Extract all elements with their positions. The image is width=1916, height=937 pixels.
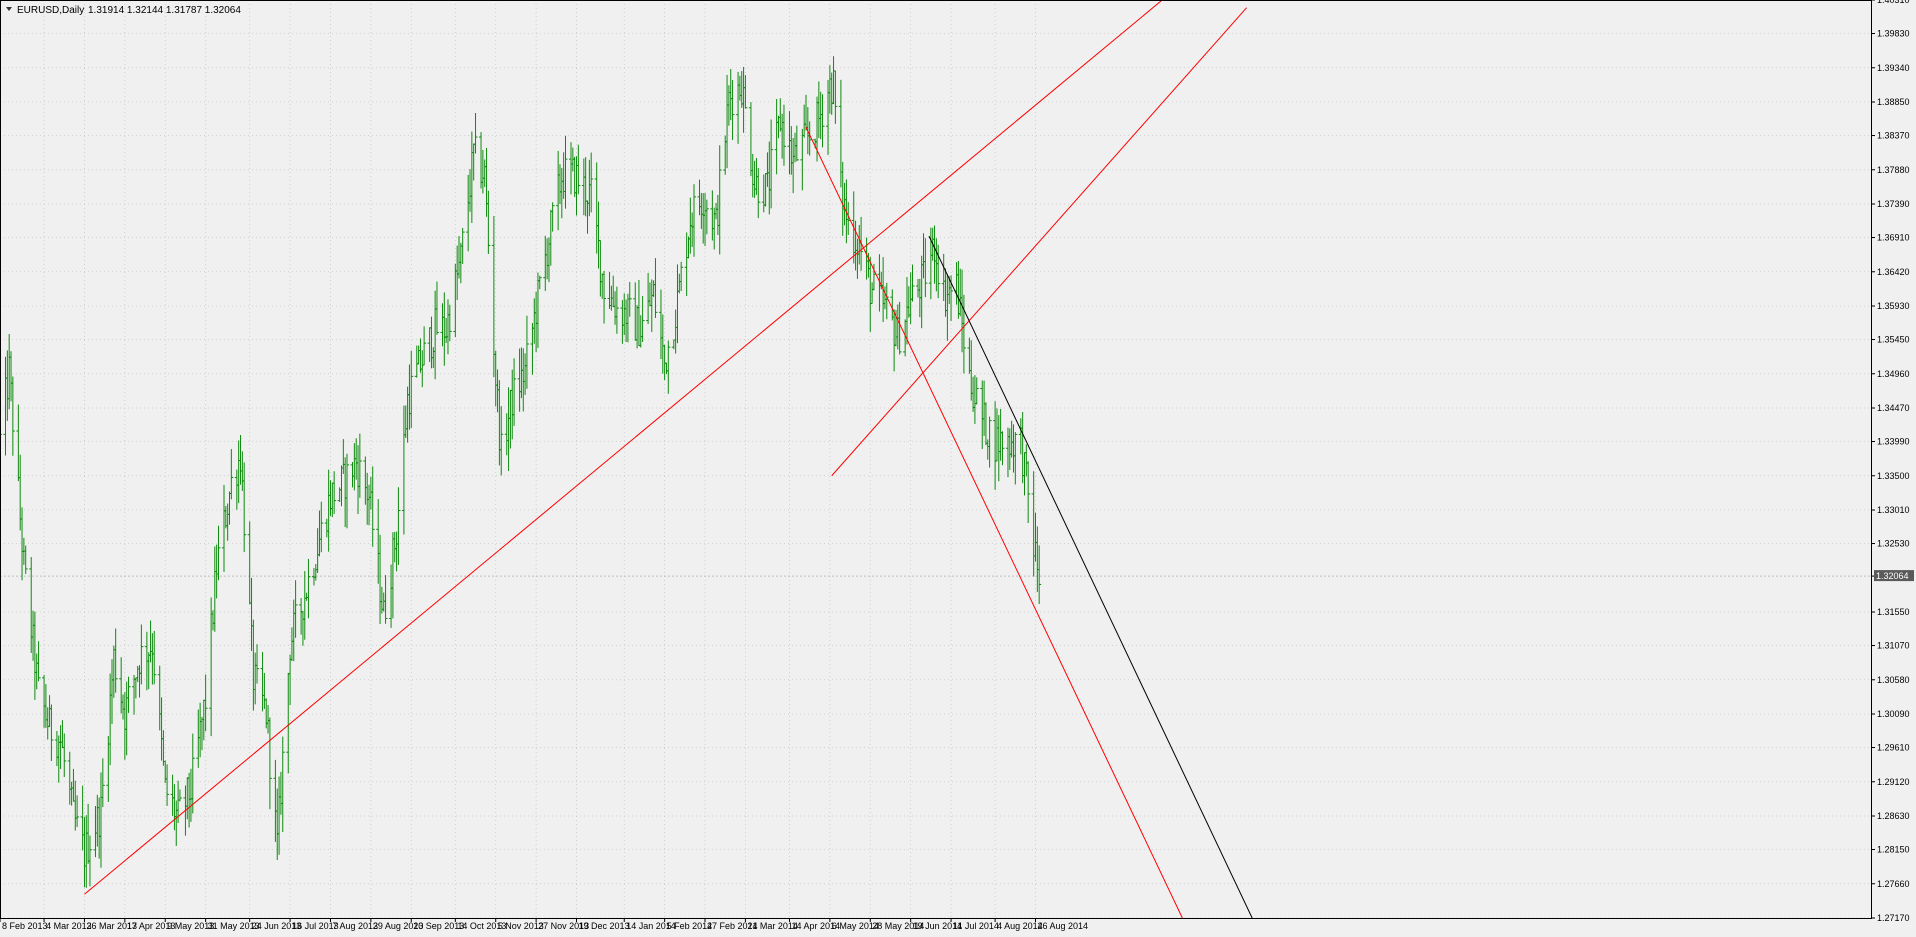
y-tick-label: 1.38850 <box>1877 97 1910 107</box>
price-axis: 1.40310 1.39830 1.39340 1.38850 1.38370 1.378… <box>1871 0 1910 923</box>
y-tick-label: 1.31070 <box>1877 641 1910 651</box>
y-tick-label: 1.39340 <box>1877 63 1910 73</box>
x-tick-label: 7 Aug 2013 <box>332 921 378 931</box>
y-tick-label: 1.27170 <box>1877 913 1910 923</box>
x-tick-label: 17 Apr 2013 <box>127 921 176 931</box>
y-tick-label: 1.29120 <box>1877 777 1910 787</box>
current-price-marker: 1.32064 <box>1874 570 1914 582</box>
chart-header: EURUSD,Daily 1.31914 1.32144 1.31787 1.3… <box>6 5 241 16</box>
y-tick-label: 1.40310 <box>1877 0 1910 5</box>
x-tick-label: 31 May 2013 <box>208 921 260 931</box>
x-tick-label: 5 Feb 2014 <box>667 921 713 931</box>
y-tick-label: 1.33990 <box>1877 437 1910 447</box>
trendline-2[interactable] <box>831 7 1248 477</box>
x-tick-label: 14 Apr 2014 <box>791 921 840 931</box>
dropdown-triangle-icon[interactable] <box>6 7 12 11</box>
trendlines[interactable] <box>84 0 1253 919</box>
x-tick-label: 29 Aug 2013 <box>373 921 424 931</box>
x-tick-label: 4 Aug 2014 <box>997 921 1043 931</box>
current-price-tag <box>1874 570 1914 582</box>
y-tick-label: 1.28150 <box>1877 845 1910 855</box>
price-bars <box>0 56 1042 888</box>
y-tick-label: 1.33500 <box>1877 471 1910 481</box>
y-tick-label: 1.28630 <box>1877 811 1910 821</box>
x-tick-label: 27 Feb 2014 <box>707 921 758 931</box>
y-tick-label: 1.38370 <box>1877 131 1910 141</box>
x-tick-label: 9 May 2013 <box>167 921 214 931</box>
y-tick-label: 1.32530 <box>1877 539 1910 549</box>
y-tick-label: 1.36910 <box>1877 233 1910 243</box>
x-tick-label: 14 Jan 2014 <box>626 921 676 931</box>
y-tick-label: 1.31550 <box>1877 607 1910 617</box>
axes <box>0 0 1872 919</box>
x-tick-label: 6 May 2014 <box>832 921 879 931</box>
y-tick-label: 1.30580 <box>1877 675 1910 685</box>
trendline-1[interactable] <box>84 0 1163 895</box>
trendline-3[interactable] <box>805 126 1183 919</box>
x-tick-label: 16 Jul 2013 <box>292 921 339 931</box>
x-tick-label: 26 Mar 2013 <box>86 921 137 931</box>
y-tick-label: 1.35930 <box>1877 301 1910 311</box>
trendline-4[interactable] <box>928 235 1253 919</box>
y-tick-label: 1.29610 <box>1877 743 1910 753</box>
x-tick-label: 28 May 2014 <box>872 921 924 931</box>
symbol-label: EURUSD,Daily <box>17 5 84 16</box>
x-tick-label: 27 Nov 2013 <box>538 921 589 931</box>
x-tick-label: 4 Mar 2013 <box>46 921 92 931</box>
y-tick-label: 1.39830 <box>1877 29 1910 39</box>
plot-frame <box>0 0 1872 919</box>
x-tick-label: 20 Sep 2013 <box>413 921 464 931</box>
x-tick-label: 14 Oct 2013 <box>457 921 506 931</box>
ohlc-label: 1.31914 1.32144 1.31787 1.32064 <box>88 5 241 16</box>
y-tick-label: 1.36420 <box>1877 267 1910 277</box>
y-tick-label: 1.37880 <box>1877 165 1910 175</box>
x-tick-label: 26 Aug 2014 <box>1038 921 1089 931</box>
x-tick-label: 24 Jun 2013 <box>252 921 302 931</box>
current-price-label: 1.32064 <box>1876 571 1909 581</box>
x-tick-label: 5 Nov 2013 <box>498 921 544 931</box>
x-tick-label: 8 Feb 2013 <box>2 921 48 931</box>
x-tick-label: 19 Jun 2014 <box>913 921 963 931</box>
x-tick-label: 19 Dec 2013 <box>579 921 630 931</box>
y-tick-label: 1.37390 <box>1877 199 1910 209</box>
y-tick-label: 1.35450 <box>1877 335 1910 345</box>
y-tick-label: 1.33010 <box>1877 505 1910 515</box>
y-tick-label: 1.27660 <box>1877 879 1910 889</box>
x-tick-label: 21 Mar 2014 <box>747 921 798 931</box>
grid <box>0 0 1871 919</box>
y-tick-label: 1.30090 <box>1877 709 1910 719</box>
x-tick-label: 11 Jul 2014 <box>953 921 999 931</box>
y-tick-label: 1.34470 <box>1877 403 1910 413</box>
y-tick-label: 1.34960 <box>1877 369 1910 379</box>
